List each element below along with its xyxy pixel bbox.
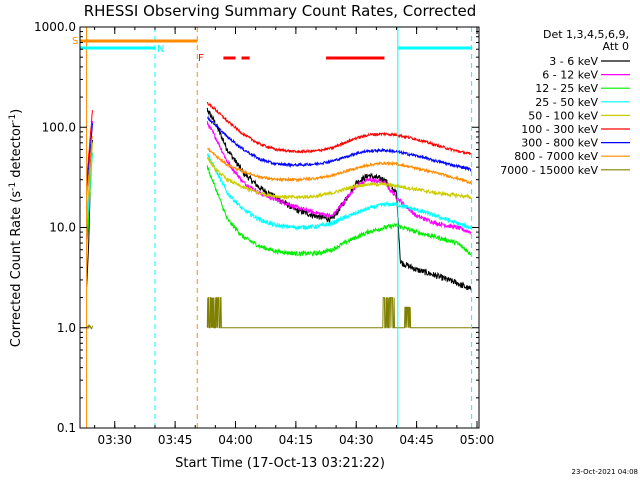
- x-tick-label-2: 03:45: [158, 433, 193, 447]
- footer-timestamp: 23-Oct-2021 04:08: [572, 468, 638, 476]
- series-4-line: [206, 153, 472, 232]
- x-tick-label-1: 03:30: [97, 433, 132, 447]
- series-8-line: [207, 147, 472, 185]
- series-6-pre-gap-line: [86, 110, 93, 179]
- legend-header-line-2: Att 0: [603, 40, 629, 53]
- flag-n-label: N: [157, 44, 164, 55]
- series-5-line: [206, 156, 472, 201]
- series-9-line: [206, 297, 471, 329]
- legend-entry-label-9: 7000 - 15000 keV: [500, 164, 598, 177]
- series-6-line: [206, 101, 472, 156]
- y-axis-label-end: ): [9, 109, 24, 114]
- series-7-pre-gap-line: [86, 123, 93, 188]
- y-axis-label-exponent-2: -1: [8, 114, 18, 123]
- x-tick-label-5: 04:30: [339, 433, 374, 447]
- series-3-line: [206, 165, 472, 257]
- legend-entry-label-7: 300 - 800 keV: [521, 137, 598, 150]
- series-5-pre-gap-line: [86, 142, 93, 214]
- x-tick-label-3: 04:00: [218, 433, 253, 447]
- y-tick-label-5: 1000.0: [34, 20, 76, 34]
- legend-entry-label-4: 25 - 50 keV: [535, 96, 598, 109]
- series-1-line: [206, 107, 472, 291]
- x-tick-label-4: 04:15: [279, 433, 314, 447]
- legend-header-line-1: Det 1,3,4,5,6,9,: [543, 28, 629, 41]
- legend-entry-label-2: 6 - 12 keV: [542, 69, 598, 82]
- y-axis-label-main: Corrected Count Rate (s: [9, 191, 24, 348]
- y-tick-label-2: 1.0: [57, 321, 76, 335]
- legend-entry-label-3: 12 - 25 keV: [535, 82, 598, 95]
- flag-f-label: F: [198, 53, 204, 64]
- chart-title: RHESSI Observing Summary Count Rates, Co…: [84, 2, 477, 20]
- legend-entry-label-5: 50 - 100 keV: [528, 109, 598, 122]
- series-2-line: [206, 121, 472, 236]
- y-tick-label-4: 100.0: [42, 120, 76, 134]
- flag-s-label: S: [72, 36, 78, 47]
- series-9-pre-gap-line: [86, 324, 93, 330]
- series-8-pre-gap-line: [86, 136, 93, 198]
- x-tick-label-7: 05:00: [460, 433, 495, 447]
- legend-entry-label-1: 3 - 6 keV: [549, 55, 598, 68]
- data-group: [86, 101, 472, 330]
- x-axis-label: Start Time (17-Oct-13 03:21:22): [175, 456, 385, 471]
- legend-entry-label-8: 800 - 7000 keV: [514, 150, 598, 163]
- y-axis-label: Corrected Count Rate (s-1 detector-1): [8, 109, 24, 347]
- y-axis-label-exponent-1: -1: [8, 182, 18, 191]
- series-7-line: [207, 115, 472, 173]
- legend-entry-label-6: 100 - 300 keV: [521, 123, 598, 136]
- y-tick-label-3: 10.0: [49, 221, 76, 235]
- x-tick-label-6: 04:45: [399, 433, 434, 447]
- y-tick-label-1: 0.1: [57, 421, 76, 435]
- plot-frame: [79, 26, 480, 429]
- y-axis-label-detector: detector: [9, 122, 24, 182]
